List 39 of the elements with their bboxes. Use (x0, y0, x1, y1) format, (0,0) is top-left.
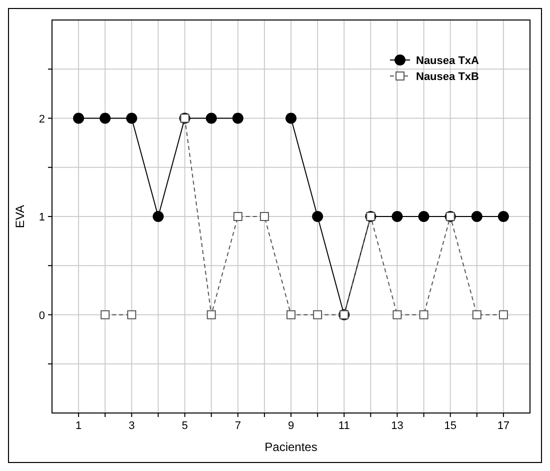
point (206, 112, 217, 124)
x-tick-label: 1 (75, 420, 82, 432)
point (100, 112, 111, 124)
x-tick-label: 13 (391, 420, 404, 432)
point (313, 310, 322, 320)
point (286, 112, 296, 124)
point (419, 310, 428, 320)
legend-label: Nausea TxB (416, 71, 480, 83)
x-tick-label: 15 (444, 420, 456, 432)
point (392, 211, 403, 222)
point (126, 112, 138, 124)
x-tick-label: 11 (338, 420, 350, 432)
point (233, 212, 242, 221)
point (232, 112, 244, 124)
y-axis-title: EVA (13, 204, 27, 228)
x-tick-label: 5 (182, 420, 188, 432)
x-axis-title: Pacientes (264, 440, 318, 454)
x-tick-label: 9 (288, 420, 294, 432)
point (498, 310, 508, 320)
point (312, 211, 324, 222)
point (206, 310, 216, 320)
point (392, 310, 402, 320)
legend-label: Nausea TxA (416, 55, 480, 67)
point (260, 212, 269, 221)
point (73, 112, 84, 124)
point (472, 310, 482, 320)
point (127, 310, 136, 320)
y-tick-label: 1 (38, 212, 45, 224)
point (471, 211, 482, 222)
x-tick-label: 3 (128, 420, 135, 432)
x-tick-label: 17 (497, 420, 510, 432)
y-tick-label: 0 (38, 310, 45, 322)
x-tick-label: 7 (234, 420, 241, 432)
y-tick-label: 2 (38, 113, 45, 126)
point (498, 211, 509, 222)
point (418, 211, 430, 222)
point (152, 211, 164, 222)
point (100, 310, 110, 320)
point (286, 310, 296, 320)
